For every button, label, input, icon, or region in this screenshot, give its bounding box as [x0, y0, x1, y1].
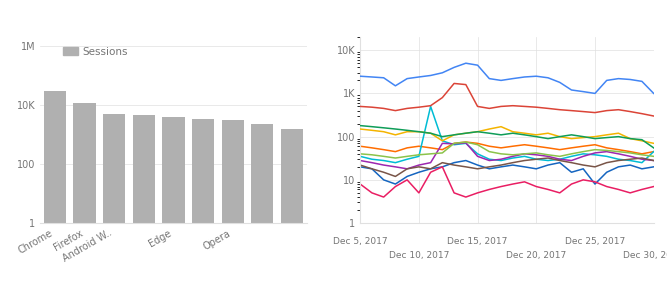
Text: Dec 25, 2017: Dec 25, 2017	[565, 237, 625, 246]
Bar	[44, 91, 66, 286]
Bar	[103, 114, 125, 286]
Bar	[73, 103, 95, 286]
Bar	[221, 120, 244, 286]
Text: Dec 5, 2017: Dec 5, 2017	[333, 237, 388, 246]
Bar	[192, 118, 214, 286]
Text: Dec 20, 2017: Dec 20, 2017	[506, 251, 566, 260]
Bar	[133, 115, 155, 286]
Legend: Sessions: Sessions	[59, 42, 132, 61]
Legend: Chrome, Safari, Firefox, Internet Explo...: Chrome, Safari, Firefox, Internet Explo.…	[359, 0, 528, 2]
Text: Dec 15, 2017: Dec 15, 2017	[448, 237, 508, 246]
Bar	[251, 124, 273, 286]
Bar	[162, 118, 185, 286]
Text: Dec 10, 2017: Dec 10, 2017	[389, 251, 449, 260]
Text: Dec 30, 2017: Dec 30, 2017	[624, 251, 667, 260]
Bar	[281, 128, 303, 286]
